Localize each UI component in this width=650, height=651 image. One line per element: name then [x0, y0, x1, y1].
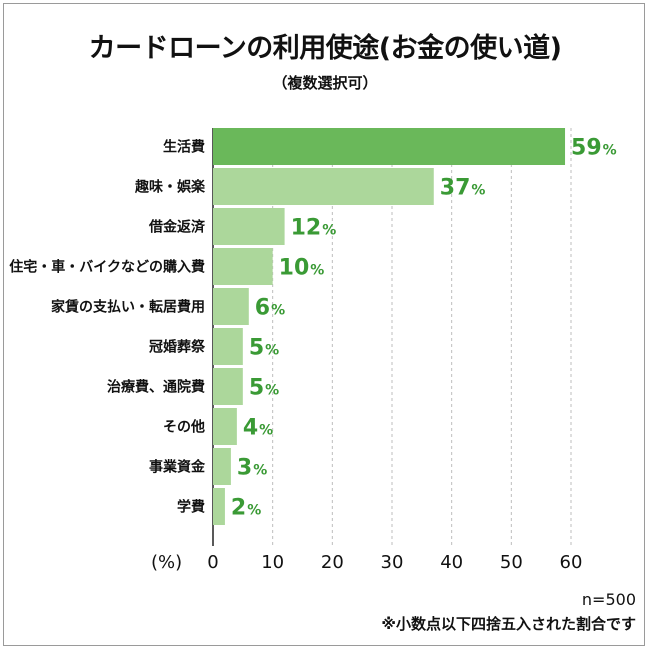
value-label: 37%: [440, 176, 486, 201]
x-axis-unit-label: (%): [151, 552, 182, 573]
x-tick-label: 20: [321, 552, 344, 573]
value-label: 5%: [249, 376, 279, 401]
x-tick-label: 0: [207, 552, 218, 573]
value-label: 2%: [231, 496, 261, 521]
chart-frame: [3, 3, 645, 646]
bar: [213, 248, 273, 285]
chart-title: カードローンの利用使途(お金の使い道): [88, 33, 562, 64]
sample-size: n=500: [581, 590, 636, 609]
x-axis-ticks: 0 10 20 30 40 50 60: [207, 552, 582, 573]
category-label: 住宅・車・バイクなどの購入費: [9, 259, 205, 276]
footnote: ※小数点以下四捨五入された割合です: [381, 615, 636, 633]
bar: [213, 288, 249, 325]
value-label: 4%: [243, 416, 273, 441]
category-label: 借金返済: [148, 219, 206, 236]
x-tick-label: 60: [560, 552, 583, 573]
value-label: 59%: [571, 136, 617, 161]
bar: [213, 128, 566, 165]
category-label: 事業資金: [149, 459, 206, 476]
category-label: 学費: [177, 499, 205, 516]
category-label: 生活費: [163, 139, 205, 156]
category-label: その他: [163, 419, 205, 436]
chart-subtitle: （複数選択可）: [272, 74, 378, 92]
bar: [213, 208, 285, 245]
value-label: 3%: [237, 456, 267, 481]
bar: [213, 448, 231, 485]
x-tick-label: 40: [440, 552, 463, 573]
bar: [213, 328, 243, 365]
bars: [213, 128, 566, 525]
category-label: 冠婚葬祭: [149, 339, 206, 356]
bar: [213, 368, 243, 405]
x-tick-label: 30: [381, 552, 404, 573]
category-label: 趣味・娯楽: [134, 179, 206, 196]
x-tick-label: 50: [500, 552, 523, 573]
value-labels: 59% 37% 12% 10% 6% 5% 5% 4% 3% 2%: [231, 136, 617, 521]
value-label: 12%: [291, 216, 337, 241]
value-label: 5%: [249, 336, 279, 361]
value-label: 10%: [279, 256, 325, 281]
x-tick-label: 10: [261, 552, 284, 573]
category-label: 治療費、通院費: [107, 379, 205, 396]
bar: [213, 168, 434, 205]
category-labels: 生活費趣味・娯楽借金返済住宅・車・バイクなどの購入費家賃の支払い・転居費用冠婚葬…: [9, 139, 206, 516]
value-label: 6%: [255, 296, 285, 321]
category-label: 家賃の支払い・転居費用: [51, 299, 205, 316]
bar: [213, 488, 225, 525]
bar: [213, 408, 237, 445]
